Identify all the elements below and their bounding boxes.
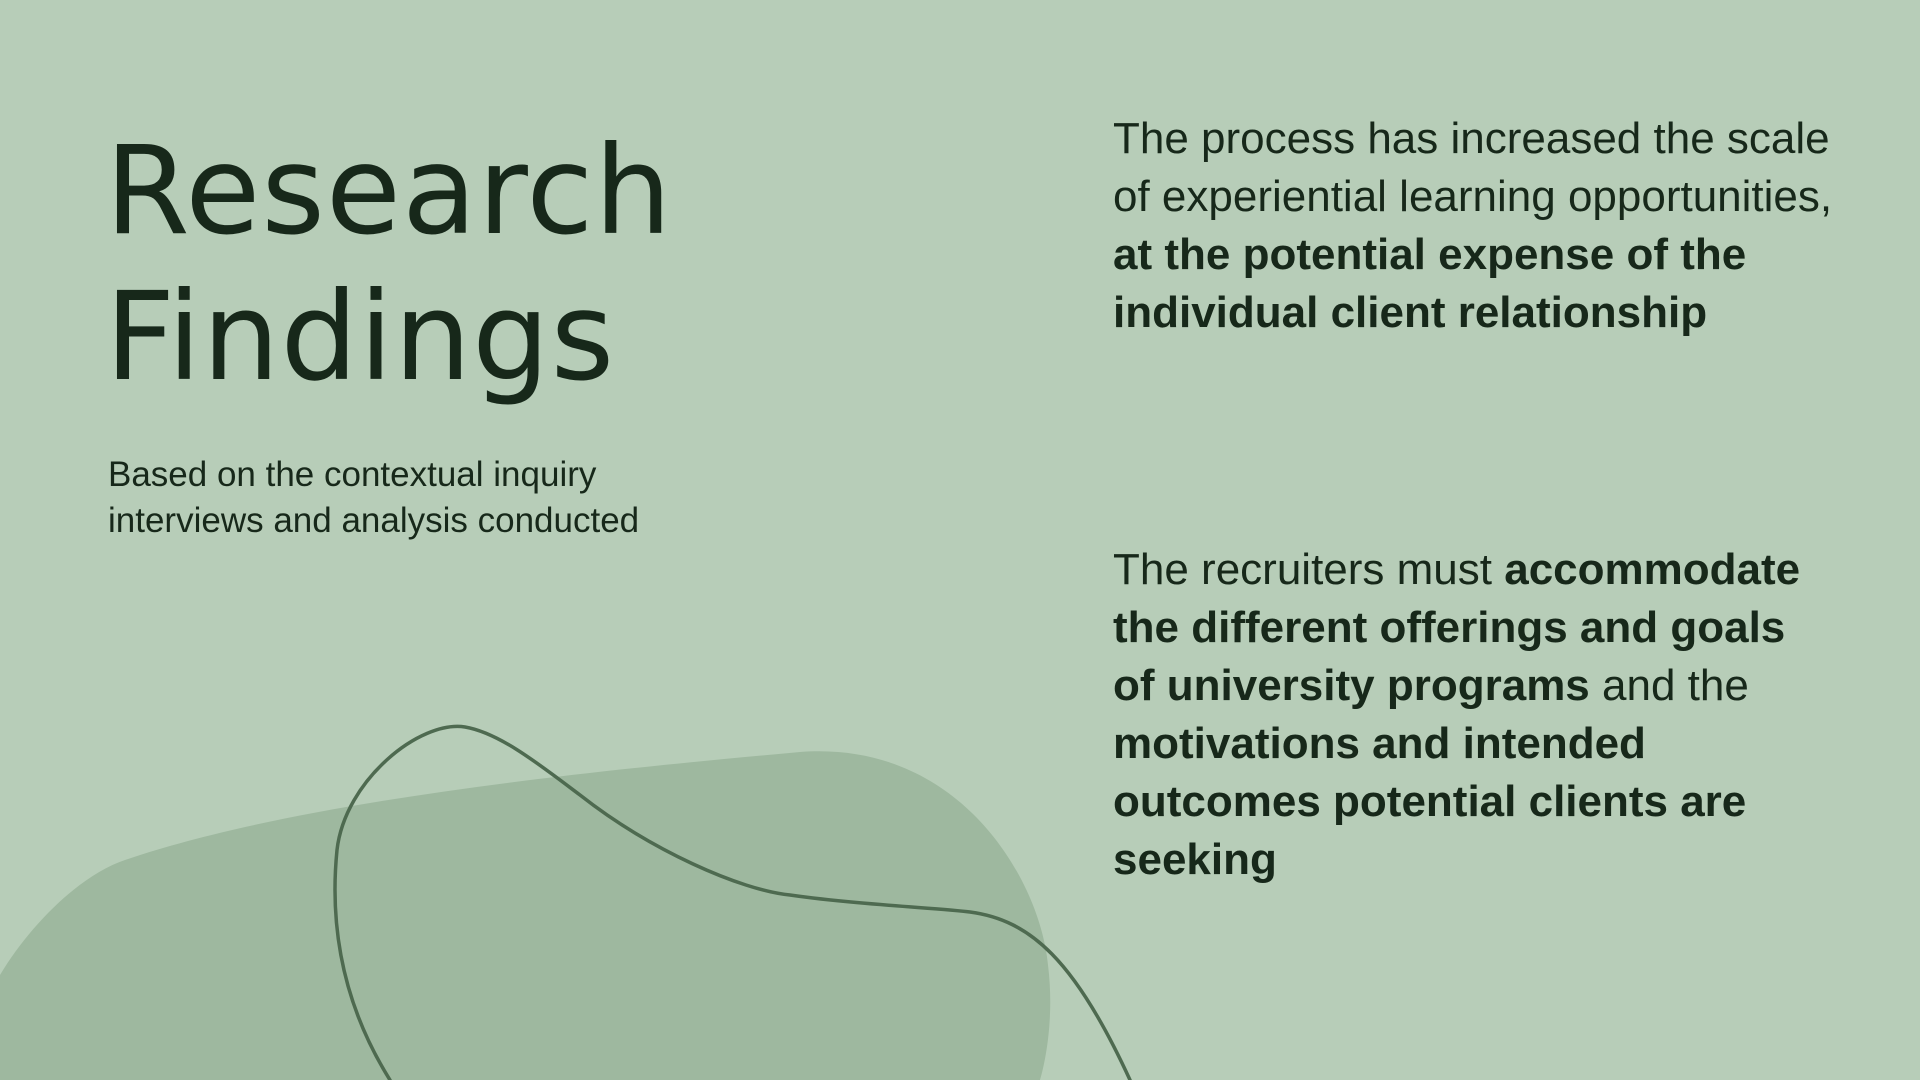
subtitle-line: interviews and analysis conducted <box>108 501 640 540</box>
page-subtitle: Based on the contextual inquiry interview… <box>108 452 748 544</box>
finding-text-emphasis: accommodate the different offerings and … <box>1113 545 1801 710</box>
finding-text-regular: The process has increased the scale of e… <box>1113 114 1833 221</box>
page-title-line: Findings <box>105 266 616 408</box>
finding-recruiters-accommodate: The recruiters must accommodate the diff… <box>1113 541 1833 889</box>
flowing-line-shape <box>333 724 1132 1080</box>
finding-scale-of-learning: The process has increased the scale of e… <box>1113 110 1833 342</box>
finding-text-emphasis: motivations and intended outcomes potent… <box>1113 719 1747 884</box>
subtitle-line: Based on the contextual inquiry <box>108 455 597 494</box>
finding-text-regular: and the <box>1589 661 1749 710</box>
page-title-line: Research <box>105 120 673 262</box>
finding-text-regular: The recruiters must <box>1113 545 1505 594</box>
organic-blob-shape <box>0 751 1051 1080</box>
finding-text-emphasis: at the potential expense of the individu… <box>1113 230 1747 337</box>
page-title: Research Findings <box>105 118 673 410</box>
